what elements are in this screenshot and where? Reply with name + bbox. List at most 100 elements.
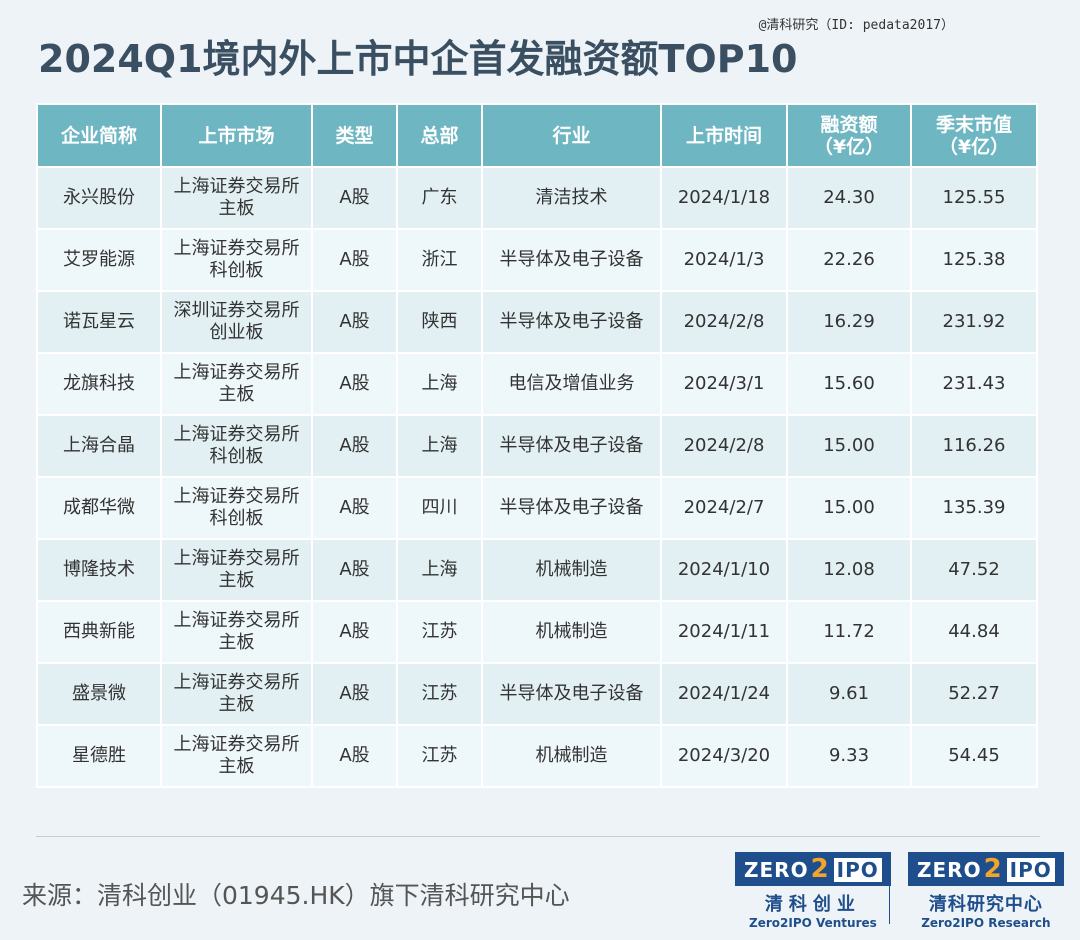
cell-type: A股: [311, 166, 398, 230]
cell-listing-date: 2024/1/18: [660, 166, 788, 230]
cell-market-cap: 125.55: [910, 166, 1038, 230]
logo-badge-head: ZERO: [917, 858, 982, 882]
cell-market-line: 上海证券交易所: [173, 238, 300, 259]
cell-company-name: 博隆技术: [36, 538, 162, 602]
table-row: 上海合晶 上海证券交易所 科创板 A股 上海 半导体及电子设备 2024/2/8 15.00 1…: [36, 414, 1038, 478]
ipo-table: 企业简称 上市市场 类型 总部 行业 上市时间 融资额 （¥亿） 季末市值 （¥…: [36, 103, 1038, 788]
cell-industry: 半导体及电子设备: [481, 414, 662, 478]
cell-amount: 9.61: [786, 662, 912, 726]
cell-hq: 上海: [396, 414, 483, 478]
cell-listing-date: 2024/2/8: [660, 290, 788, 354]
cell-listing-date: 2024/1/10: [660, 538, 788, 602]
cell-company-name: 艾罗能源: [36, 228, 162, 292]
cell-market-line: 上海证券交易所: [173, 672, 300, 693]
cell-type: A股: [311, 228, 398, 292]
cell-company-name: 上海合晶: [36, 414, 162, 478]
cell-market-line: 上海证券交易所: [173, 734, 300, 755]
logo-badge-head: ZERO: [744, 858, 809, 882]
cell-type: A股: [311, 352, 398, 416]
logo-badge-tail: IPO: [833, 858, 882, 882]
cell-amount: 15.00: [786, 476, 912, 540]
cell-type: A股: [311, 538, 398, 602]
cell-market-line: 上海证券交易所: [173, 548, 300, 569]
cell-company-name: 成都华微: [36, 476, 162, 540]
cell-listing-date: 2024/1/3: [660, 228, 788, 292]
cell-amount: 15.00: [786, 414, 912, 478]
cell-industry: 半导体及电子设备: [481, 662, 662, 726]
cell-market-line: 主板: [218, 384, 255, 405]
footer-divider: [36, 836, 1040, 837]
cell-market: 上海证券交易所 科创板: [160, 228, 313, 292]
cell-amount: 12.08: [786, 538, 912, 602]
cell-company-name: 西典新能: [36, 600, 162, 664]
cell-amount: 9.33: [786, 724, 912, 788]
cell-listing-date: 2024/1/11: [660, 600, 788, 664]
cell-type: A股: [311, 414, 398, 478]
table-row: 博隆技术 上海证券交易所 主板 A股 上海 机械制造 2024/1/10 12.08 47.52: [36, 538, 1038, 602]
cell-market: 上海证券交易所 主板: [160, 600, 313, 664]
cell-company-name: 诺瓦星云: [36, 290, 162, 354]
col-header-cap: 季末市值 （¥亿）: [910, 103, 1038, 168]
logo-badge-tail: IPO: [1006, 858, 1055, 882]
table-header-row: 企业简称 上市市场 类型 总部 行业 上市时间 融资额 （¥亿） 季末市值 （¥…: [36, 103, 1038, 168]
logo-badge-two: 2: [810, 854, 830, 884]
table-row: 成都华微 上海证券交易所 科创板 A股 四川 半导体及电子设备 2024/2/7 15.00 1…: [36, 476, 1038, 540]
cell-type: A股: [311, 724, 398, 788]
cell-market-cap: 231.43: [910, 352, 1038, 416]
cell-market: 上海证券交易所 科创板: [160, 476, 313, 540]
cell-market-cap: 231.92: [910, 290, 1038, 354]
cell-market: 上海证券交易所 主板: [160, 352, 313, 416]
cell-industry: 机械制造: [481, 724, 662, 788]
logo-badge-two: 2: [983, 854, 1003, 884]
cell-market: 上海证券交易所 科创板: [160, 414, 313, 478]
cell-company-name: 永兴股份: [36, 166, 162, 230]
cell-market-cap: 54.45: [910, 724, 1038, 788]
cell-hq: 四川: [396, 476, 483, 540]
col-header-amount: 融资额 （¥亿）: [786, 103, 912, 168]
cell-amount: 22.26: [786, 228, 912, 292]
cell-market: 深圳证券交易所 创业板: [160, 290, 313, 354]
table-row: 艾罗能源 上海证券交易所 科创板 A股 浙江 半导体及电子设备 2024/1/3 22.26 1…: [36, 228, 1038, 292]
table-row: 西典新能 上海证券交易所 主板 A股 江苏 机械制造 2024/1/11 11.72 44.84: [36, 600, 1038, 664]
source-note: 来源：清科创业（01945.HK）旗下清科研究中心: [22, 881, 570, 910]
cell-market-cap: 125.38: [910, 228, 1038, 292]
logo-cn-text: 清科创业: [764, 894, 861, 915]
cell-listing-date: 2024/2/8: [660, 414, 788, 478]
cell-hq: 江苏: [396, 662, 483, 726]
col-header-market: 上市市场: [160, 103, 313, 168]
cell-market-line: 上海证券交易所: [173, 424, 300, 445]
col-header-name: 企业简称: [36, 103, 162, 168]
cell-market-line: 创业板: [209, 322, 264, 343]
cell-company-name: 龙旗科技: [36, 352, 162, 416]
logo-separator: [889, 858, 890, 924]
logo-cn-text: 清科研究中心: [928, 894, 1043, 915]
zero2ipo-ventures-logo: ZERO2 IPO 清科创业 Zero2IPO Ventures: [735, 852, 891, 930]
cell-market: 上海证券交易所 主板: [160, 538, 313, 602]
cell-market-line: 上海证券交易所: [173, 486, 300, 507]
cell-type: A股: [311, 662, 398, 726]
page-title: 2024Q1境内外上市中企首发融资额TOP10: [38, 37, 798, 81]
col-header-cap-line1: 季末市值: [935, 113, 1012, 136]
cell-market: 上海证券交易所 主板: [160, 166, 313, 230]
cell-market-cap: 47.52: [910, 538, 1038, 602]
cell-market-cap: 52.27: [910, 662, 1038, 726]
col-header-amount-line1: 融资额: [820, 113, 878, 136]
cell-type: A股: [311, 290, 398, 354]
cell-listing-date: 2024/3/20: [660, 724, 788, 788]
cell-industry: 电信及增值业务: [481, 352, 662, 416]
cell-company-name: 星德胜: [36, 724, 162, 788]
cell-hq: 陕西: [396, 290, 483, 354]
cell-company-name: 盛景微: [36, 662, 162, 726]
cell-amount: 16.29: [786, 290, 912, 354]
cell-market-line: 主板: [218, 632, 255, 653]
cell-industry: 半导体及电子设备: [481, 476, 662, 540]
col-header-amount-line2: （¥亿）: [813, 135, 885, 158]
table-body: 永兴股份 上海证券交易所 主板 A股 广东 清洁技术 2024/1/18 24.30 125.5…: [36, 166, 1038, 788]
cell-amount: 11.72: [786, 600, 912, 664]
cell-type: A股: [311, 600, 398, 664]
table-row: 星德胜 上海证券交易所 主板 A股 江苏 机械制造 2024/3/20 9.33 54.45: [36, 724, 1038, 788]
watermark: @清科研究（ID: pedata2017）: [758, 18, 954, 33]
cell-hq: 浙江: [396, 228, 483, 292]
table-row: 盛景微 上海证券交易所 主板 A股 江苏 半导体及电子设备 2024/1/24 9.61 52.…: [36, 662, 1038, 726]
logo-badge: ZERO2 IPO: [908, 852, 1064, 886]
